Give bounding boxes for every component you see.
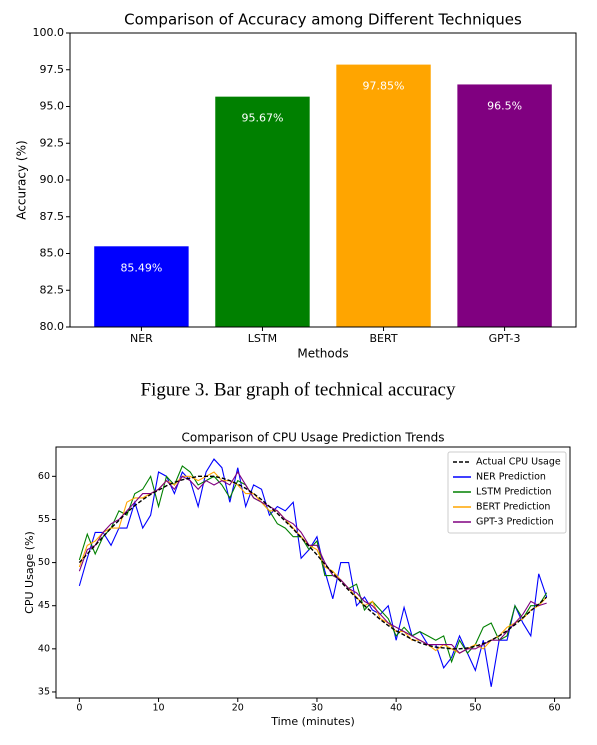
x-tick-label: 50 xyxy=(469,703,481,714)
data-line xyxy=(78,458,548,687)
axes-frame xyxy=(69,32,577,328)
y-tick-label: 60 xyxy=(38,471,50,482)
y-tick-label: 50 xyxy=(38,557,50,568)
x-tick-label: NER xyxy=(130,332,153,345)
y-tick-label: 97.5 xyxy=(40,63,65,76)
y-tick-label: 55 xyxy=(38,514,50,525)
value-label: 85.49% xyxy=(120,261,162,274)
x-axis-label: Time (minutes) xyxy=(270,715,355,728)
value-label: 95.67% xyxy=(241,112,283,125)
bar xyxy=(336,64,431,327)
value-label: 96.5% xyxy=(487,99,522,112)
x-tick-label: LSTM xyxy=(248,332,277,345)
y-tick-label: 82.5 xyxy=(40,283,65,296)
x-tick-label: BERT xyxy=(369,332,397,345)
y-tick-label: 80.0 xyxy=(40,320,65,333)
value-label: 97.85% xyxy=(363,80,405,93)
axes-frame xyxy=(55,446,571,699)
y-tick-label: 90.0 xyxy=(40,173,65,186)
y-tick-label: 45 xyxy=(38,600,50,611)
legend-label: LSTM Prediction xyxy=(476,487,552,498)
x-tick-label: 20 xyxy=(232,703,244,714)
x-tick-label: 60 xyxy=(549,703,561,714)
data-line xyxy=(78,470,547,654)
y-tick-label: 40 xyxy=(38,643,50,654)
legend-label: NER Prediction xyxy=(476,472,546,483)
legend-label: BERT Prediction xyxy=(476,502,550,513)
y-tick-label: 87.5 xyxy=(40,210,65,223)
legend-box xyxy=(447,451,567,534)
y-axis-label: CPU Usage (%) xyxy=(23,531,36,614)
x-tick-label: 30 xyxy=(311,703,323,714)
x-tick-label: 0 xyxy=(76,703,82,714)
x-axis-label: Methods xyxy=(297,347,348,361)
bar xyxy=(94,246,189,327)
y-tick-label: 35 xyxy=(38,686,50,697)
data-line xyxy=(78,475,548,650)
chart-title: Comparison of CPU Usage Prediction Trend… xyxy=(182,431,445,445)
y-axis-label: Accuracy (%) xyxy=(15,140,29,219)
y-tick-label: 85.0 xyxy=(40,247,65,260)
x-tick-label: 10 xyxy=(153,703,165,714)
x-tick-label: GPT-3 xyxy=(489,332,521,345)
legend-label: Actual CPU Usage xyxy=(476,457,561,468)
y-tick-label: 100.0 xyxy=(33,26,65,39)
bar xyxy=(457,84,552,327)
legend-label: GPT-3 Prediction xyxy=(476,517,554,528)
figure-caption: Figure 3. Bar graph of technical accurac… xyxy=(141,379,456,400)
y-tick-label: 95.0 xyxy=(40,100,65,113)
y-tick-label: 92.5 xyxy=(40,136,65,149)
bar xyxy=(215,96,310,327)
chart-title: Comparison of Accuracy among Different T… xyxy=(124,11,522,29)
x-tick-label: 40 xyxy=(390,703,402,714)
